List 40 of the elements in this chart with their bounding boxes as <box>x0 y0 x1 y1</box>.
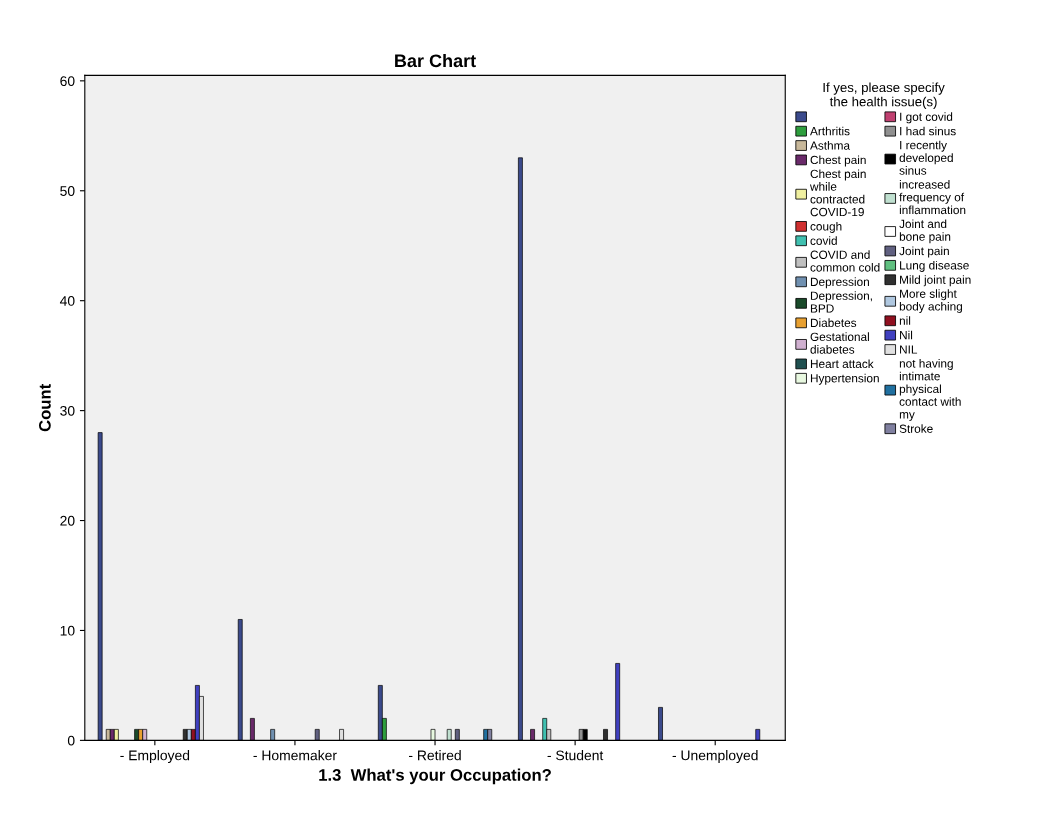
chart-title: Bar Chart <box>395 53 476 68</box>
legend-label: Asthma <box>810 141 851 150</box>
legend-label: Heart attack <box>810 359 874 369</box>
legend-label: Mild joint pain <box>900 275 971 287</box>
legend-label: increased frequency of inflammation <box>899 180 966 215</box>
legend-label: nil <box>899 316 911 325</box>
legend-label: Stroke <box>899 424 933 433</box>
legend-label: I got covid <box>900 112 953 124</box>
legend-label: I had sinus <box>900 126 956 136</box>
legend-label: Depression, BPD <box>810 291 872 313</box>
legend-label: Gestational diabetes <box>810 332 869 354</box>
x-tick-label: - Retired <box>409 750 461 761</box>
x-axis-title: 1.3 What's your Occupation? <box>319 768 551 785</box>
legend-label: COVID and common cold <box>810 250 880 272</box>
legend-label: Arthritis <box>810 126 850 136</box>
y-tick-label: 20 <box>60 515 75 526</box>
legend-title: If yes, please specify the health issue(s) <box>823 82 945 109</box>
y-tick-label: 60 <box>60 76 75 87</box>
y-tick-label: 40 <box>59 296 75 306</box>
legend-label: covid <box>810 236 837 245</box>
y-axis-title: Count <box>38 384 51 432</box>
legend-label: Hypertension <box>810 373 879 385</box>
legend-label: Chest pain <box>810 155 866 167</box>
x-tick-label: - Employed <box>120 750 190 764</box>
legend-label: Joint pain <box>899 246 949 258</box>
legend-label: Joint and bone pain <box>899 219 951 244</box>
y-tick-label: 30 <box>60 405 75 416</box>
legend-label: NIL <box>900 345 918 354</box>
legend-label: cough <box>810 221 842 233</box>
y-tick-label: 50 <box>60 186 75 196</box>
x-tick-label: - Homemaker <box>253 750 337 761</box>
y-tick-label: 0 <box>67 735 75 746</box>
y-tick-label: 10 <box>60 625 75 636</box>
legend-label: Depression <box>810 277 869 289</box>
legend-label: Lung disease <box>900 260 969 272</box>
legend-label: Nil <box>900 330 913 340</box>
x-tick-label: - Student <box>547 750 604 761</box>
legend-label: Diabetes <box>810 318 857 328</box>
x-tick-label: - Unemployed <box>672 750 758 764</box>
legend-label: not having intimate physical contact with my <box>899 359 961 421</box>
